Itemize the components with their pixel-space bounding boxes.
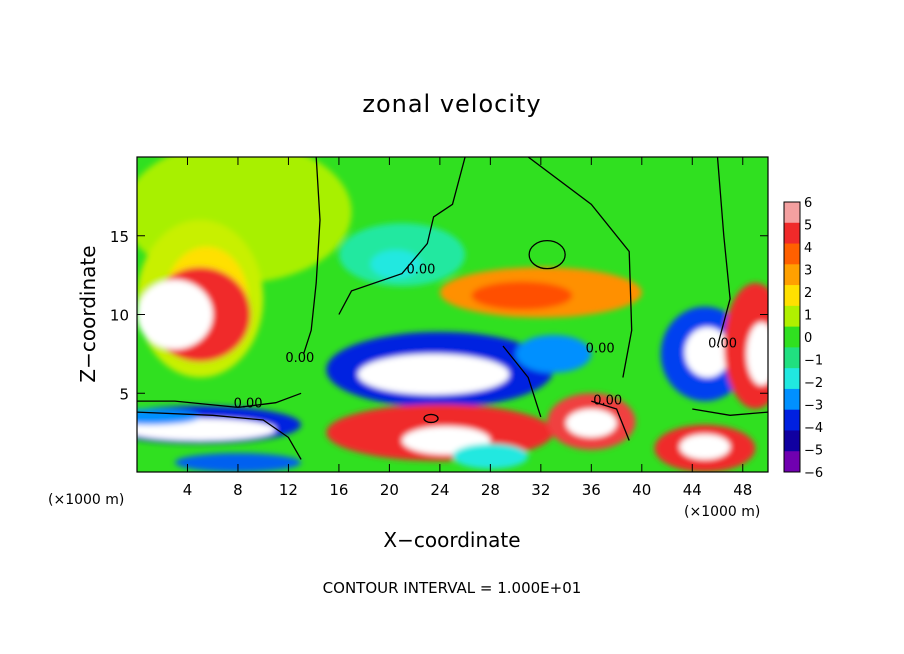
colorbar-swatch	[784, 388, 800, 411]
x-tick-label: 48	[733, 481, 752, 499]
contour-label: 0.00	[586, 341, 615, 356]
velocity-field: 0.00 0.00 0.00 0.00 0.00 0.00	[137, 157, 768, 472]
x-axis: 4 8 12 16 20 24 28 32 36 40 44 48	[183, 157, 752, 499]
x-tick-label: 36	[582, 481, 601, 499]
y-tick-label: 5	[119, 385, 129, 403]
x-tick-label: 16	[329, 481, 348, 499]
x-tick-label: 20	[380, 481, 399, 499]
colorbar-label: 0	[804, 331, 812, 346]
colorbar-label: 6	[804, 196, 812, 211]
chart-title: zonal velocity	[362, 90, 541, 118]
contour-label: 0.00	[593, 393, 622, 408]
colorbar-swatch	[784, 305, 800, 328]
colorbar-swatch	[784, 368, 800, 390]
y-tick-label: 10	[110, 307, 129, 325]
contour-label: 0.00	[406, 263, 435, 278]
contour-label: 0.00	[708, 337, 737, 352]
colorbar-swatch	[784, 430, 800, 452]
x-tick-label: 32	[531, 481, 550, 499]
colorbar: 6 5 4 3 2 1 0 −1 −2 −3 −4 −5 −6	[783, 196, 823, 481]
colorbar-label: −6	[804, 466, 823, 481]
colorbar-label: 1	[804, 309, 812, 324]
contour-label: 0.00	[285, 351, 314, 366]
contour-interval-note: CONTOUR INTERVAL = 1.000E+01	[323, 579, 582, 597]
x-axis-label: X−coordinate	[383, 528, 520, 552]
colorbar-swatch	[784, 202, 800, 224]
colorbar-swatch	[784, 264, 800, 286]
x-tick-label: 28	[481, 481, 500, 499]
colorbar-swatch	[784, 409, 800, 431]
x-tick-label: 8	[233, 481, 243, 499]
x-tick-label: 40	[632, 481, 651, 499]
colorbar-label: −4	[804, 421, 823, 436]
x-tick-label: 24	[430, 481, 449, 499]
colorbar-swatch	[784, 326, 800, 348]
colorbar-label: 3	[804, 264, 812, 279]
x-tick-label: 12	[279, 481, 298, 499]
colorbar-label: 2	[804, 286, 812, 301]
x-tick-label: 44	[683, 481, 702, 499]
contour-label: 0.00	[234, 396, 263, 411]
colorbar-swatch	[784, 451, 800, 473]
colorbar-label: −5	[804, 444, 823, 459]
x-units-left: (×1000 m)	[48, 492, 124, 508]
colorbar-swatch	[784, 222, 800, 245]
x-units-right: (×1000 m)	[684, 504, 760, 520]
colorbar-label: −1	[804, 354, 823, 369]
colorbar-label: −3	[804, 399, 823, 414]
colorbar-label: 4	[804, 241, 812, 256]
colorbar-swatch	[784, 285, 800, 307]
colorbar-swatch	[784, 347, 800, 369]
colorbar-swatch	[784, 243, 800, 265]
x-tick-label: 4	[183, 481, 193, 499]
y-axis-label: Z−coordinate	[76, 245, 100, 382]
y-tick-label: 15	[110, 228, 129, 246]
y-axis: 5 10 15	[110, 228, 768, 403]
colorbar-label: 5	[804, 219, 812, 234]
colorbar-label: −2	[804, 376, 823, 391]
